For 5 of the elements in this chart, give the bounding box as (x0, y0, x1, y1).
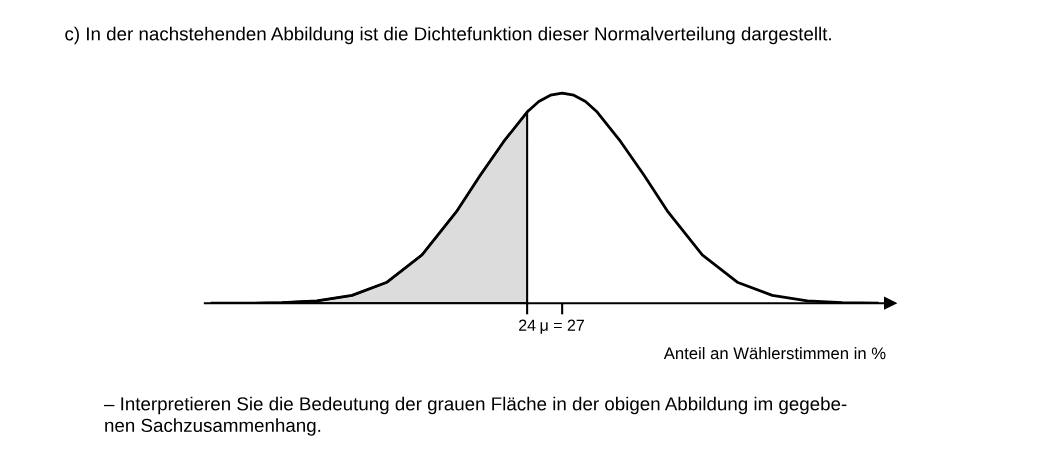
x-tick-label: 24 (519, 319, 536, 331)
chart-title: c) In der nachstehenden Abbildung ist die Dichtefunktion dieser Normalverteilung dargestellt. (65, 26, 831, 45)
x-tick-label: μ = 27 (540, 319, 584, 334)
text: – Interpretieren Sie die Bedeutung der grauen Fläche in der obigen Abbildung im gegebe- nen Sachzusammenhang. (104, 396, 847, 436)
x-axis-title: Anteil an Wählerstimmen in % (663, 346, 886, 360)
